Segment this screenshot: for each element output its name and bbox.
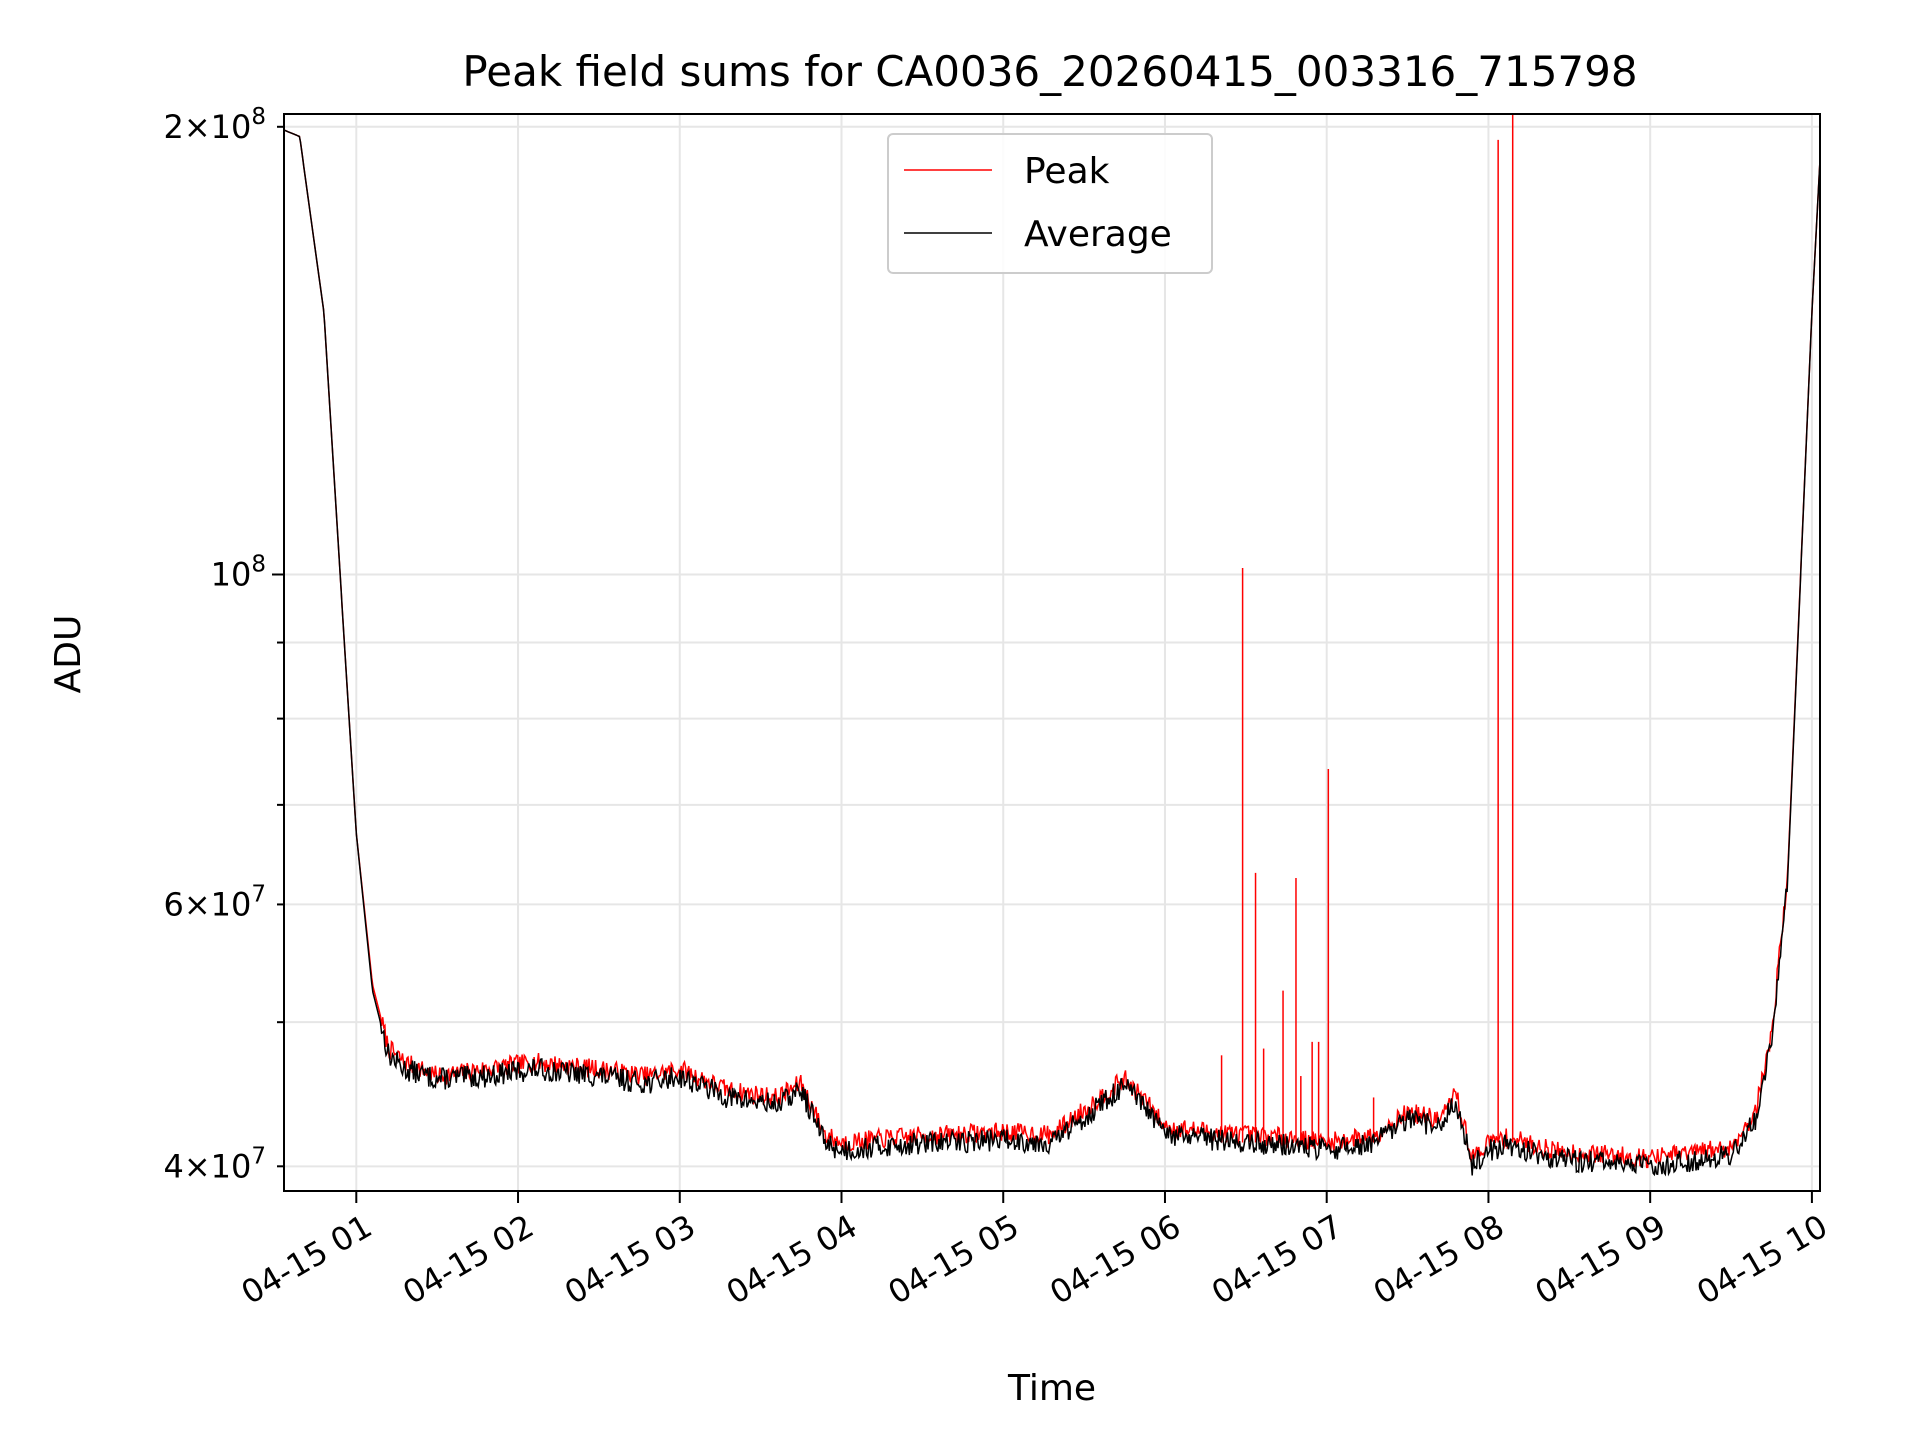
y-tick-base: 10 xyxy=(211,555,252,593)
y-axis-label: ADU xyxy=(48,615,89,694)
y-tick-times: × xyxy=(184,885,211,923)
legend: Peak Average xyxy=(887,133,1213,274)
average-line xyxy=(283,129,1821,1177)
y-tick-label: 4×107 xyxy=(163,1143,266,1185)
x-axis-label: Time xyxy=(1007,1368,1096,1409)
y-tick-coef: 2 xyxy=(163,108,183,146)
series-layer xyxy=(283,114,1821,1177)
y-tick-base: 10 xyxy=(211,885,252,923)
y-tick-exponent: 7 xyxy=(251,1143,266,1169)
y-tick-exponent: 7 xyxy=(251,881,266,907)
y-tick-base: 10 xyxy=(211,1147,252,1185)
grid xyxy=(284,114,1820,1191)
legend-average-label: Average xyxy=(1024,214,1172,255)
legend-box xyxy=(887,133,1213,274)
plot-frame xyxy=(283,113,1821,1192)
y-tick-times: × xyxy=(184,108,211,146)
y-tick-coef: 4 xyxy=(163,1147,183,1185)
series-average xyxy=(283,129,1821,1177)
y-tick-label: 6×107 xyxy=(163,881,266,923)
y-tick-label: 2×108 xyxy=(163,104,266,146)
y-tick-coef: 6 xyxy=(163,885,183,923)
y-tick-label: 108 xyxy=(211,551,266,593)
y-tick-exponent: 8 xyxy=(251,104,266,130)
chart-title: Peak field sums for CA0036_20260415_0033… xyxy=(462,47,1637,96)
legend-peak-label: Peak xyxy=(1024,151,1110,192)
y-tick-exponent: 8 xyxy=(251,551,266,577)
y-tick-base: 10 xyxy=(211,108,252,146)
y-tick-times: × xyxy=(184,1147,211,1185)
